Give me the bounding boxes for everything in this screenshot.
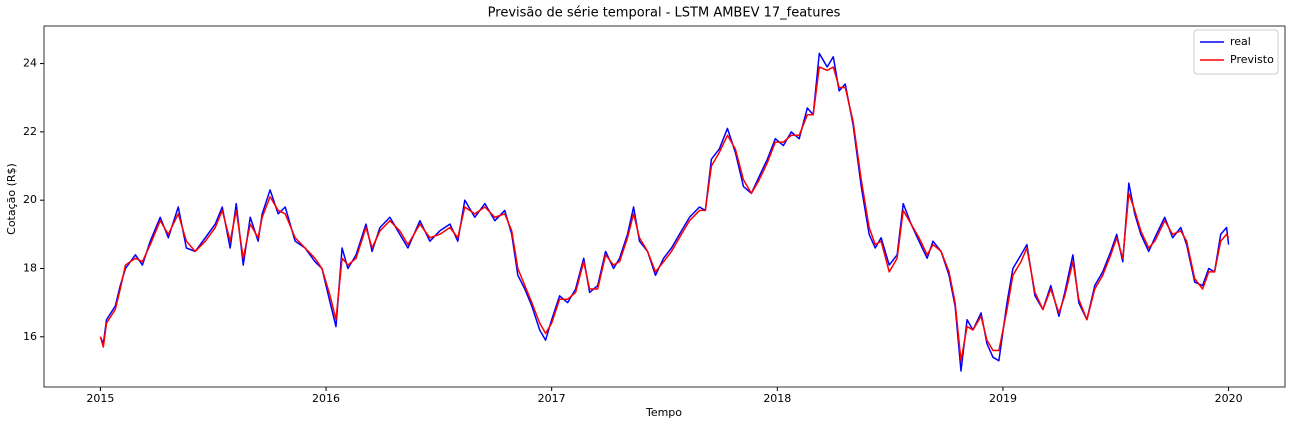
y-tick-label: 20 [23, 193, 37, 206]
series-line [99, 66, 1230, 362]
chart-title: Previsão de série temporal - LSTM AMBEV … [488, 6, 841, 21]
x-tick-label: 2016 [312, 392, 340, 405]
legend-label: Previsto [1230, 53, 1274, 66]
y-axis-label: Cotação (R$) [5, 163, 18, 235]
x-tick-label: 2017 [538, 392, 566, 405]
plot-frame [43, 25, 1286, 388]
x-tick-label: 2018 [763, 392, 791, 405]
x-tick-label: 2019 [989, 392, 1017, 405]
x-tick-label: 2015 [86, 392, 114, 405]
x-tick-label: 2020 [1215, 392, 1243, 405]
y-tick-label: 24 [23, 57, 37, 70]
y-tick-label: 16 [23, 330, 37, 343]
legend: real Previsto [1193, 29, 1279, 75]
y-tick-label: 22 [23, 125, 37, 138]
y-tick-label: 18 [23, 261, 37, 274]
x-axis-label: Tempo [645, 406, 682, 419]
legend-box [1193, 29, 1279, 75]
legend-label: real [1230, 35, 1251, 48]
series-line [99, 52, 1230, 372]
